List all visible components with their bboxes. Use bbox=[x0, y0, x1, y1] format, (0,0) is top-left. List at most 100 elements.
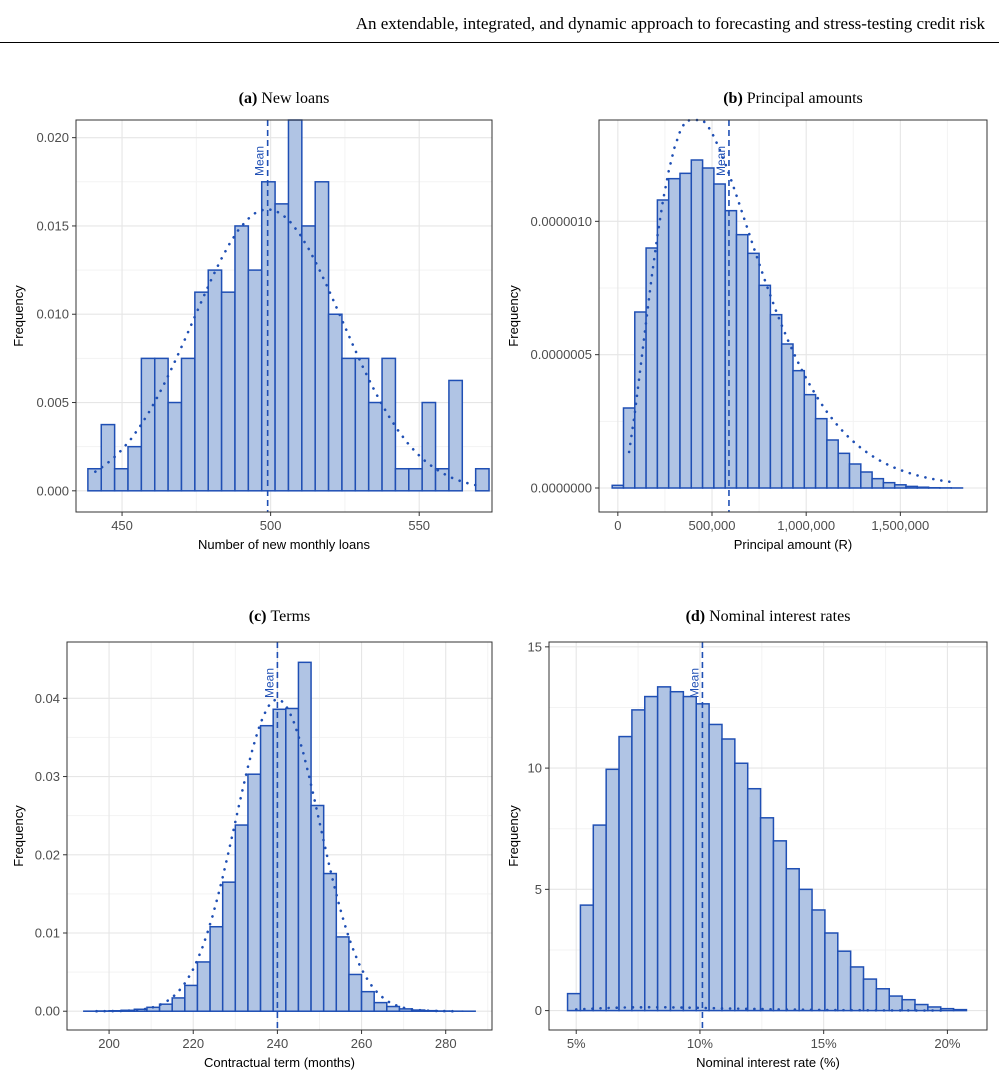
y-axis-title: Frequency bbox=[506, 805, 521, 867]
histogram-bar bbox=[579, 904, 595, 1012]
histogram-bar bbox=[335, 936, 350, 1012]
y-axis-title: Frequency bbox=[11, 285, 26, 347]
histogram-bar bbox=[656, 686, 672, 1012]
y-tick-label: 0.0000010 bbox=[531, 214, 592, 229]
panel-border bbox=[66, 641, 493, 1031]
histogram-bar bbox=[735, 233, 749, 489]
histogram-bar bbox=[360, 990, 375, 1012]
chart-title-text: Principal amounts bbox=[747, 90, 863, 107]
x-tick-label: 280 bbox=[435, 1036, 457, 1051]
histogram-bar bbox=[373, 1001, 388, 1012]
histogram-bar bbox=[701, 167, 715, 489]
histogram-bar bbox=[814, 417, 828, 489]
histogram-bar bbox=[394, 467, 410, 492]
histogram-bar bbox=[297, 661, 312, 1012]
chart-panel-d: (d) Nominal interest rates Mean 5% 10% 15% 20%… bbox=[506, 608, 988, 1070]
histogram-bar bbox=[171, 997, 186, 1012]
histogram-bar bbox=[798, 888, 813, 1012]
y-tick-label: 0.010 bbox=[36, 307, 69, 322]
histogram-bar bbox=[301, 225, 316, 492]
histogram-bar bbox=[708, 723, 723, 1012]
histogram-bar bbox=[618, 735, 633, 1012]
histogram-bar bbox=[221, 881, 237, 1012]
chart-title: (c) Terms bbox=[249, 608, 311, 625]
histogram-bar bbox=[100, 423, 116, 492]
x-axis-title: Nominal interest rate (%) bbox=[696, 1055, 840, 1070]
histogram-bar bbox=[667, 177, 681, 489]
y-tick-label: 0.01 bbox=[35, 926, 60, 941]
histogram-bar bbox=[127, 445, 143, 492]
header-rule bbox=[0, 42, 999, 43]
histogram-bar bbox=[220, 291, 236, 492]
chart-panel-b: (b) Principal amounts Mean 0 500,000 1,000,00… bbox=[506, 90, 988, 552]
histogram-bar bbox=[824, 932, 839, 1012]
histogram-bar bbox=[354, 357, 370, 492]
chart-label: (a) bbox=[239, 90, 258, 107]
histogram-bar bbox=[474, 467, 490, 492]
y-tick-label: 0.0000005 bbox=[531, 347, 592, 362]
histogram-bar bbox=[247, 773, 262, 1012]
histogram-bar bbox=[314, 181, 330, 492]
x-tick-label: 15% bbox=[811, 1036, 837, 1051]
histogram-bar bbox=[194, 291, 209, 492]
panel-border bbox=[598, 119, 988, 513]
mean-label: Mean bbox=[687, 668, 701, 698]
histogram-bar bbox=[113, 467, 129, 492]
x-tick-label: 20% bbox=[934, 1036, 960, 1051]
x-tick-label: 0 bbox=[614, 518, 621, 533]
histogram-bar bbox=[184, 984, 199, 1012]
x-axis-title: Contractual term (months) bbox=[204, 1055, 355, 1070]
y-tick-label: 0.005 bbox=[36, 395, 69, 410]
histogram-bar bbox=[905, 485, 919, 489]
histogram-bar bbox=[893, 484, 907, 489]
mean-label: Mean bbox=[253, 146, 267, 176]
histogram-bar bbox=[875, 988, 891, 1012]
x-tick-label: 260 bbox=[351, 1036, 373, 1051]
histogram-bar bbox=[862, 978, 878, 1012]
histogram-bar bbox=[882, 481, 896, 489]
histogram-bar bbox=[274, 203, 290, 492]
y-tick-label: 0.0000000 bbox=[531, 481, 592, 496]
histogram-bar bbox=[792, 369, 806, 489]
panel-border bbox=[75, 119, 493, 513]
y-tick-label: 0.000 bbox=[36, 483, 69, 498]
histogram-bar bbox=[679, 172, 693, 489]
histogram-bar bbox=[837, 452, 851, 489]
histogram-bar bbox=[140, 357, 156, 492]
histogram-bar bbox=[803, 393, 817, 489]
fitted-density-curve bbox=[627, 118, 959, 484]
histogram-bar bbox=[234, 824, 249, 1012]
histogram-bar bbox=[167, 401, 183, 492]
chart-panel-a: (a) New loans Mean 450 500 550 0.000 0.005 0.010… bbox=[11, 90, 493, 552]
histogram-bar bbox=[656, 199, 670, 489]
histogram-bar bbox=[952, 1008, 968, 1012]
histogram-bar bbox=[259, 724, 274, 1012]
histogram-bar bbox=[209, 925, 224, 1012]
histogram-bar bbox=[780, 343, 794, 489]
x-tick-label: 1,000,000 bbox=[777, 518, 835, 533]
histogram-bar bbox=[860, 471, 873, 489]
histogram-bar bbox=[690, 159, 704, 489]
y-tick-label: 0.02 bbox=[35, 847, 60, 862]
x-tick-label: 500,000 bbox=[689, 518, 736, 533]
x-tick-label: 5% bbox=[567, 1036, 586, 1051]
histogram-bar bbox=[721, 738, 736, 1012]
y-axis-title: Frequency bbox=[506, 285, 521, 347]
y-tick-label: 0.04 bbox=[35, 691, 60, 706]
y-tick-label: 0.03 bbox=[35, 769, 60, 784]
histogram-bar bbox=[611, 484, 625, 489]
histogram-bar bbox=[341, 357, 357, 492]
y-tick-label: 0.020 bbox=[36, 130, 69, 145]
histogram-bar bbox=[669, 690, 685, 1012]
histogram-bar bbox=[772, 840, 788, 1012]
histogram-bar bbox=[234, 225, 250, 492]
x-tick-label: 10% bbox=[687, 1036, 713, 1051]
histogram-bar bbox=[682, 695, 697, 1012]
histogram-bar bbox=[386, 1005, 401, 1012]
histogram-bar bbox=[448, 379, 464, 492]
histogram-bar bbox=[381, 357, 397, 492]
histogram-bar bbox=[871, 477, 885, 489]
histogram-bar bbox=[848, 463, 862, 489]
x-axis-title: Number of new monthly loans bbox=[198, 537, 370, 552]
histogram-bar bbox=[207, 269, 223, 492]
